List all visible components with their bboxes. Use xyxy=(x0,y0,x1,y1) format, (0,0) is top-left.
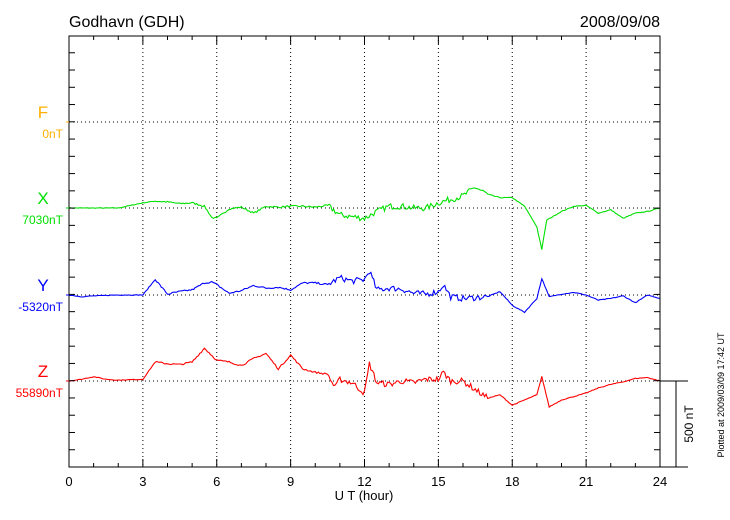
x-tick-label: 18 xyxy=(505,474,519,489)
traces xyxy=(68,187,661,409)
trace-y xyxy=(68,271,661,314)
component-letter-z: Z xyxy=(38,362,48,381)
x-tick-label: 0 xyxy=(65,474,72,489)
trace-z xyxy=(68,347,661,409)
baseline-value-y: -5320nT xyxy=(18,300,63,314)
scale-bar-label: 500 nT xyxy=(682,405,696,443)
component-labels: F 0nT X 7030nT Y -5320nT Z 55890nT xyxy=(16,103,69,400)
x-tick-label: 3 xyxy=(139,474,146,489)
x-axis-label: U T (hour) xyxy=(335,488,394,503)
component-letter-x: X xyxy=(37,189,48,208)
x-tick-label: 6 xyxy=(213,474,220,489)
x-tick-label: 12 xyxy=(357,474,371,489)
x-tick-label: 24 xyxy=(653,474,667,489)
x-tick-label: 9 xyxy=(287,474,294,489)
baseline-value-z: 55890nT xyxy=(16,386,64,400)
grid xyxy=(69,36,660,467)
component-letter-f: F xyxy=(38,103,48,122)
x-tick-label: 21 xyxy=(579,474,593,489)
x-tick-label: 15 xyxy=(431,474,445,489)
plotted-note: Plotted at 2009/03/09 17:42 UT xyxy=(716,332,726,458)
baseline-value-x: 7030nT xyxy=(22,213,63,227)
chart-title: Godhavn (GDH) xyxy=(69,14,185,31)
trace-x xyxy=(68,187,661,250)
chart-date: 2008/09/08 xyxy=(580,14,660,31)
axes: 0 3 6 9 12 15 18 21 24 xyxy=(65,36,667,489)
component-letter-y: Y xyxy=(37,276,48,295)
baseline-value-f: 0nT xyxy=(42,127,63,141)
